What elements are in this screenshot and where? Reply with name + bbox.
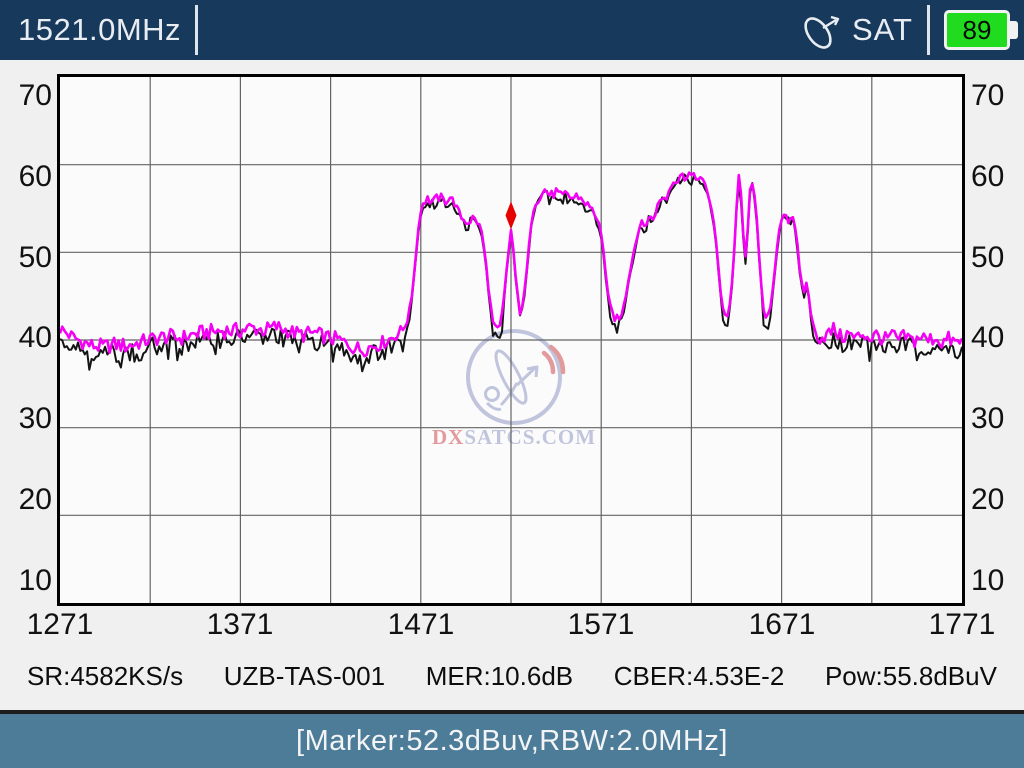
y-tick-label-left: 20	[18, 483, 52, 516]
top-status-bar: 1521.0MHz SAT 89	[0, 0, 1024, 60]
spectrum-plot: DXSATCS.COM	[57, 74, 965, 606]
y-tick-label-right: 70	[971, 79, 1005, 112]
y-tick-label-left: 10	[18, 564, 52, 597]
cber-readout: CBER:4.53E-2	[613, 660, 785, 691]
tuned-frequency-readout: 1521.0MHz	[18, 12, 182, 47]
x-tick-label: 1471	[387, 608, 455, 641]
mer-readout: MER:10.6dB	[425, 660, 574, 691]
header-separator	[195, 5, 199, 55]
marker-diamond-icon	[505, 201, 517, 230]
x-tick-label: 1771	[928, 608, 996, 641]
y-tick-label-right: 60	[971, 160, 1005, 193]
y-tick-label-right: 30	[971, 402, 1005, 435]
power-readout: Pow:55.8dBuV	[824, 660, 997, 691]
symbol-rate-readout: SR:4582KS/s	[27, 660, 184, 691]
spectrum-screen: DXSATCS.COM 70 60 50 40 30 20 10 70 60 50 40 30 20 1…	[0, 60, 1024, 710]
battery-level: 89	[944, 10, 1010, 50]
battery-indicator: 89	[944, 10, 1018, 50]
y-tick-label-right: 50	[971, 241, 1005, 274]
measurement-readouts: SR:4582KS/s UZB-TAS-001 MER:10.6dB CBER:…	[0, 654, 1024, 698]
mode-label: SAT	[852, 12, 913, 47]
battery-percent: 89	[962, 14, 992, 45]
x-tick-label: 1271	[26, 608, 94, 641]
battery-terminal	[1010, 21, 1018, 39]
x-tick-label: 1371	[206, 608, 274, 641]
satellite-id-readout: UZB-TAS-001	[223, 660, 386, 691]
x-tick-label: 1571	[567, 608, 635, 641]
marker-readout: [Marker:52.3dBuv,RBW:2.0MHz]	[296, 724, 728, 757]
y-tick-label-right: 40	[971, 321, 1005, 354]
x-tick-label: 1671	[748, 608, 816, 641]
y-tick-label-left: 50	[18, 241, 52, 274]
y-tick-label-left: 60	[18, 160, 52, 193]
header-separator-2	[927, 5, 930, 55]
y-tick-label-right: 20	[971, 483, 1005, 516]
satellite-dish-icon	[804, 15, 840, 49]
y-tick-label-left: 30	[18, 402, 52, 435]
live-trace	[60, 171, 962, 358]
y-tick-label-left: 40	[18, 321, 52, 354]
y-tick-label-left: 70	[18, 79, 52, 112]
y-tick-label-right: 10	[971, 564, 1005, 597]
marker-info-bar: [Marker:52.3dBuv,RBW:2.0MHz]	[0, 710, 1024, 768]
spectrum-canvas	[60, 77, 962, 603]
